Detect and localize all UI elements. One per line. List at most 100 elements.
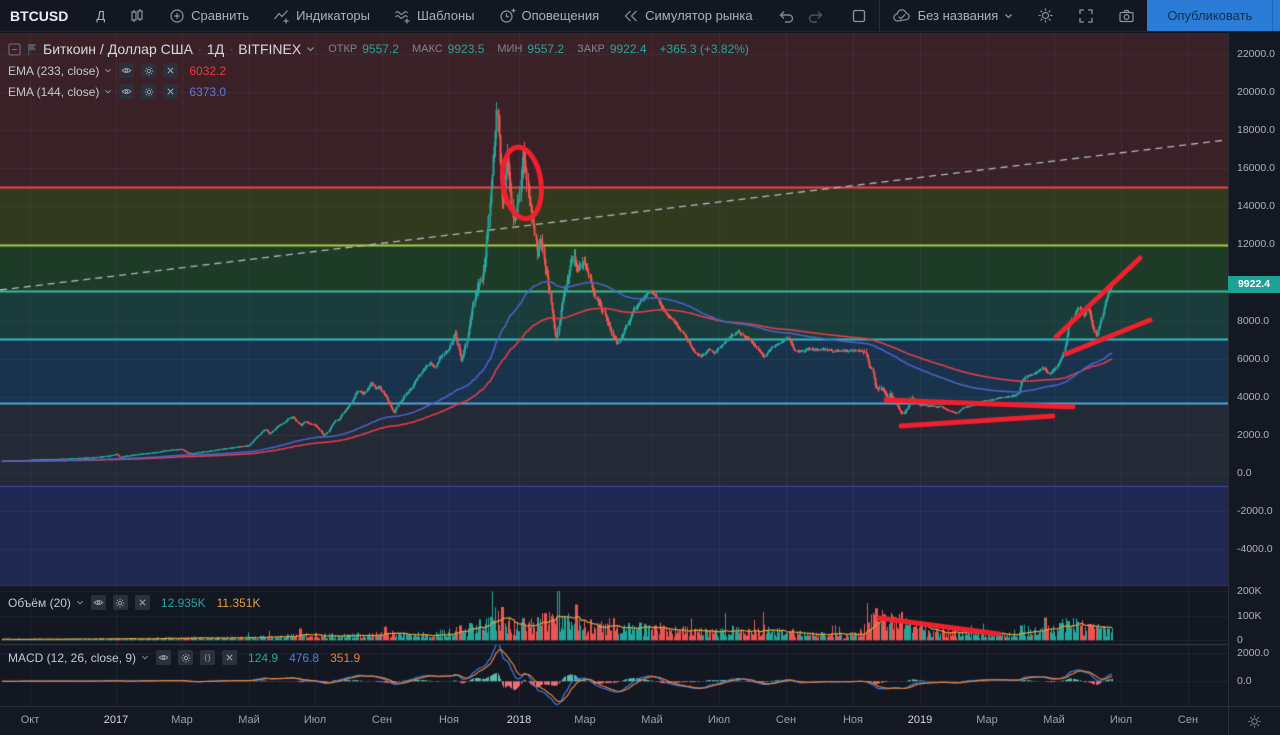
price-tick: 18000.0 xyxy=(1237,124,1275,137)
settings-icon[interactable] xyxy=(178,650,194,665)
price-axis[interactable]: 22000.0 20000.0 18000.0 16000.0 14000.0 12000… xyxy=(1228,33,1280,706)
ema233-label[interactable]: EMA (233, close) xyxy=(8,63,100,78)
candlestick-icon xyxy=(129,8,145,24)
chevron-down-icon[interactable] xyxy=(104,67,112,74)
price-chart-canvas[interactable] xyxy=(0,33,1228,706)
price-tick: 12000.0 xyxy=(1237,238,1275,251)
layout-name-label: Без названия xyxy=(917,8,999,23)
settings-icon[interactable] xyxy=(141,63,157,78)
macd-legend: MACD (12, 26, close, 9) { } 124.9 476.8 … xyxy=(8,650,360,665)
month-tick: Май xyxy=(238,714,260,726)
replay-button[interactable]: Симулятор рынка xyxy=(611,0,764,31)
layout-button[interactable] xyxy=(839,0,879,31)
templates-button[interactable]: Шаблоны xyxy=(382,0,487,31)
chevron-down-icon[interactable] xyxy=(306,45,315,53)
chevron-down-icon[interactable] xyxy=(104,88,112,95)
month-tick: Ноя xyxy=(842,714,864,726)
chevron-down-icon[interactable] xyxy=(141,654,149,661)
change-value: +365.3 (+3.82%) xyxy=(659,42,749,56)
templates-label: Шаблоны xyxy=(417,8,475,23)
eye-icon[interactable] xyxy=(90,595,106,610)
month-tick: Сен xyxy=(371,714,393,726)
macd-signal-value: 351.9 xyxy=(330,650,361,665)
price-tick: 16000.0 xyxy=(1237,162,1275,175)
camera-icon xyxy=(1118,8,1135,24)
indicators-label: Индикаторы xyxy=(296,8,370,23)
redo-button[interactable] xyxy=(801,0,839,31)
macd-hist-value: 124.9 xyxy=(248,650,279,665)
save-layout-button[interactable]: Без названия xyxy=(880,0,1026,31)
indicators-button[interactable]: Индикаторы xyxy=(261,0,382,31)
volume-tick: 100K xyxy=(1237,609,1262,622)
close-icon[interactable] xyxy=(134,595,150,610)
price-tick: 8000.0 xyxy=(1237,314,1270,327)
eye-icon[interactable] xyxy=(119,84,135,99)
compare-plus-icon xyxy=(169,8,185,24)
high-value: 9923.5 xyxy=(447,42,485,56)
time-axis[interactable]: Окт 2017 Мар Май Июл Сен Ноя 2018 Мар Май Июл Сен Но… xyxy=(0,706,1228,735)
macd-tick: 2000.0 xyxy=(1237,647,1270,660)
flag-icon[interactable] xyxy=(26,43,38,56)
chart-type-button[interactable] xyxy=(117,0,157,31)
collapse-legend-icon[interactable] xyxy=(8,42,21,56)
month-tick: Мар xyxy=(976,714,998,726)
exchange-label[interactable]: BITFINEX xyxy=(238,41,302,57)
close-icon[interactable] xyxy=(163,63,179,78)
source-code-icon[interactable]: { } xyxy=(200,650,216,665)
compare-button[interactable]: Сравнить xyxy=(157,0,261,31)
year-tick: 2018 xyxy=(506,714,532,726)
price-tick: 14000.0 xyxy=(1237,200,1275,213)
year-tick: 2017 xyxy=(103,714,129,726)
settings-icon[interactable] xyxy=(141,84,157,99)
eye-icon[interactable] xyxy=(156,650,172,665)
axis-settings-corner[interactable] xyxy=(1228,706,1280,735)
separator-dot: · xyxy=(197,42,202,56)
price-tick: -4000.0 xyxy=(1237,543,1273,556)
symbol-legend-row: Биткоин / Доллар США · 1Д · BITFINEX ОТК… xyxy=(8,41,749,57)
month-tick: Май xyxy=(1043,714,1065,726)
low-value: 9557.2 xyxy=(527,42,565,56)
separator-dot: · xyxy=(229,42,234,56)
symbol-button[interactable]: BTCUSD xyxy=(10,7,69,24)
ema144-label[interactable]: EMA (144, close) xyxy=(8,84,100,99)
compare-label: Сравнить xyxy=(191,8,250,23)
settings-icon[interactable] xyxy=(112,595,128,610)
open-value: 9557.2 xyxy=(362,42,399,56)
eye-icon[interactable] xyxy=(119,63,135,78)
gear-icon xyxy=(1037,7,1054,24)
price-tick: -2000.0 xyxy=(1237,505,1273,518)
chart-properties-button[interactable] xyxy=(1025,0,1066,31)
snapshot-button[interactable] xyxy=(1106,0,1147,31)
publish-play-button[interactable] xyxy=(1273,0,1280,31)
price-tick: 2000.0 xyxy=(1237,428,1270,441)
redo-icon xyxy=(807,8,825,24)
interval-button[interactable]: Д xyxy=(96,8,106,23)
publish-button[interactable]: Опубликовать xyxy=(1167,8,1253,23)
close-icon[interactable] xyxy=(222,650,238,665)
close-value: 9922.4 xyxy=(609,42,647,56)
indicator-legend-row: EMA (144, close) 6373.0 xyxy=(8,84,226,99)
replay-icon xyxy=(623,8,639,24)
layout-square-icon xyxy=(851,8,867,24)
volume-ma-value: 11.351K xyxy=(216,595,261,610)
templates-icon xyxy=(394,8,411,24)
fullscreen-button[interactable] xyxy=(1066,0,1106,31)
chart-area[interactable]: Биткоин / Доллар США · 1Д · BITFINEX ОТК… xyxy=(0,33,1280,735)
main-legend: Биткоин / Доллар США · 1Д · BITFINEX ОТК… xyxy=(8,41,749,99)
month-tick: Сен xyxy=(1177,714,1199,726)
volume-tick: 0 xyxy=(1237,634,1243,647)
low-label: МИН xyxy=(497,43,523,55)
volume-label[interactable]: Объём (20) xyxy=(8,595,71,610)
close-icon[interactable] xyxy=(163,84,179,99)
alerts-button[interactable]: Оповещения xyxy=(487,0,612,31)
chevron-down-icon[interactable] xyxy=(76,599,84,606)
undo-button[interactable] xyxy=(765,0,801,31)
high-label: МАКС xyxy=(411,43,443,55)
macd-label[interactable]: MACD (12, 26, close, 9) xyxy=(8,650,137,665)
interval-label[interactable]: 1Д xyxy=(206,41,225,57)
top-toolbar: BTCUSD Д Сравнить xyxy=(0,0,1280,32)
open-label: ОТКР xyxy=(328,43,358,55)
symbol-title[interactable]: Биткоин / Доллар США xyxy=(43,41,193,57)
toolbar-divider xyxy=(878,0,880,31)
